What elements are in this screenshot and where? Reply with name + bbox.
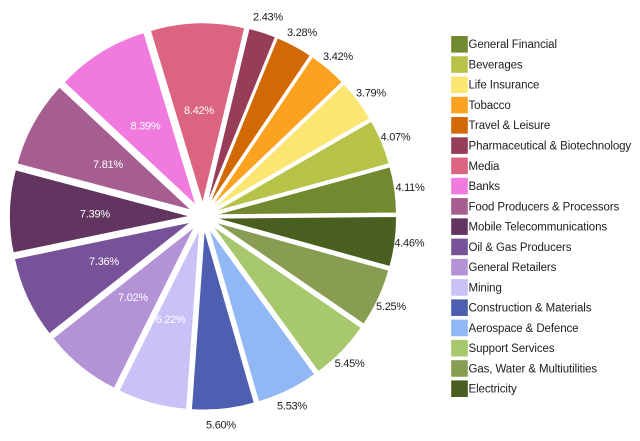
svg-text:Oil & Gas Producers: Oil & Gas Producers	[469, 242, 572, 254]
svg-text:Mobile Telecommunications: Mobile Telecommunications	[469, 222, 608, 234]
svg-text:Electricity: Electricity	[469, 384, 517, 396]
svg-text:Travel & Leisure: Travel & Leisure	[469, 120, 551, 132]
svg-text:2.43%: 2.43%	[253, 12, 283, 24]
svg-text:5.53%: 5.53%	[277, 401, 307, 413]
svg-text:5.60%: 5.60%	[206, 420, 236, 432]
svg-text:Banks: Banks	[469, 181, 501, 193]
svg-text:7.36%: 7.36%	[89, 256, 119, 268]
svg-text:7.02%: 7.02%	[118, 292, 148, 304]
svg-text:Mining: Mining	[469, 282, 502, 294]
svg-text:3.79%: 3.79%	[356, 87, 386, 99]
svg-text:4.07%: 4.07%	[381, 132, 411, 144]
svg-text:Life Insurance: Life Insurance	[469, 80, 540, 92]
svg-text:General Financial: General Financial	[469, 39, 557, 51]
svg-text:4.11%: 4.11%	[395, 182, 425, 194]
svg-text:General Retailers: General Retailers	[469, 262, 557, 274]
svg-text:8.39%: 8.39%	[131, 120, 161, 132]
svg-text:3.42%: 3.42%	[323, 51, 353, 63]
svg-text:7.81%: 7.81%	[93, 159, 123, 171]
svg-text:Media: Media	[469, 161, 501, 173]
svg-text:7.39%: 7.39%	[80, 208, 110, 220]
svg-text:3.28%: 3.28%	[287, 27, 317, 39]
svg-text:5.25%: 5.25%	[376, 301, 406, 313]
svg-text:Pharmaceutical & Biotechnology: Pharmaceutical & Biotechnology	[469, 141, 632, 153]
svg-text:4.46%: 4.46%	[394, 238, 424, 250]
svg-text:Food Producers & Processors: Food Producers & Processors	[469, 201, 620, 213]
svg-text:8.42%: 8.42%	[184, 105, 214, 117]
svg-text:5.45%: 5.45%	[335, 358, 365, 370]
svg-text:Support Services: Support Services	[469, 343, 555, 355]
svg-text:Construction & Materials: Construction & Materials	[469, 303, 592, 315]
svg-text:Aerospace & Defence: Aerospace & Defence	[469, 323, 579, 335]
svg-text:6.22%: 6.22%	[156, 314, 186, 326]
svg-text:Tobacco: Tobacco	[469, 100, 511, 112]
svg-text:Gas, Water & Multiutilities: Gas, Water & Multiutilities	[469, 363, 598, 375]
svg-text:Beverages: Beverages	[469, 59, 523, 71]
